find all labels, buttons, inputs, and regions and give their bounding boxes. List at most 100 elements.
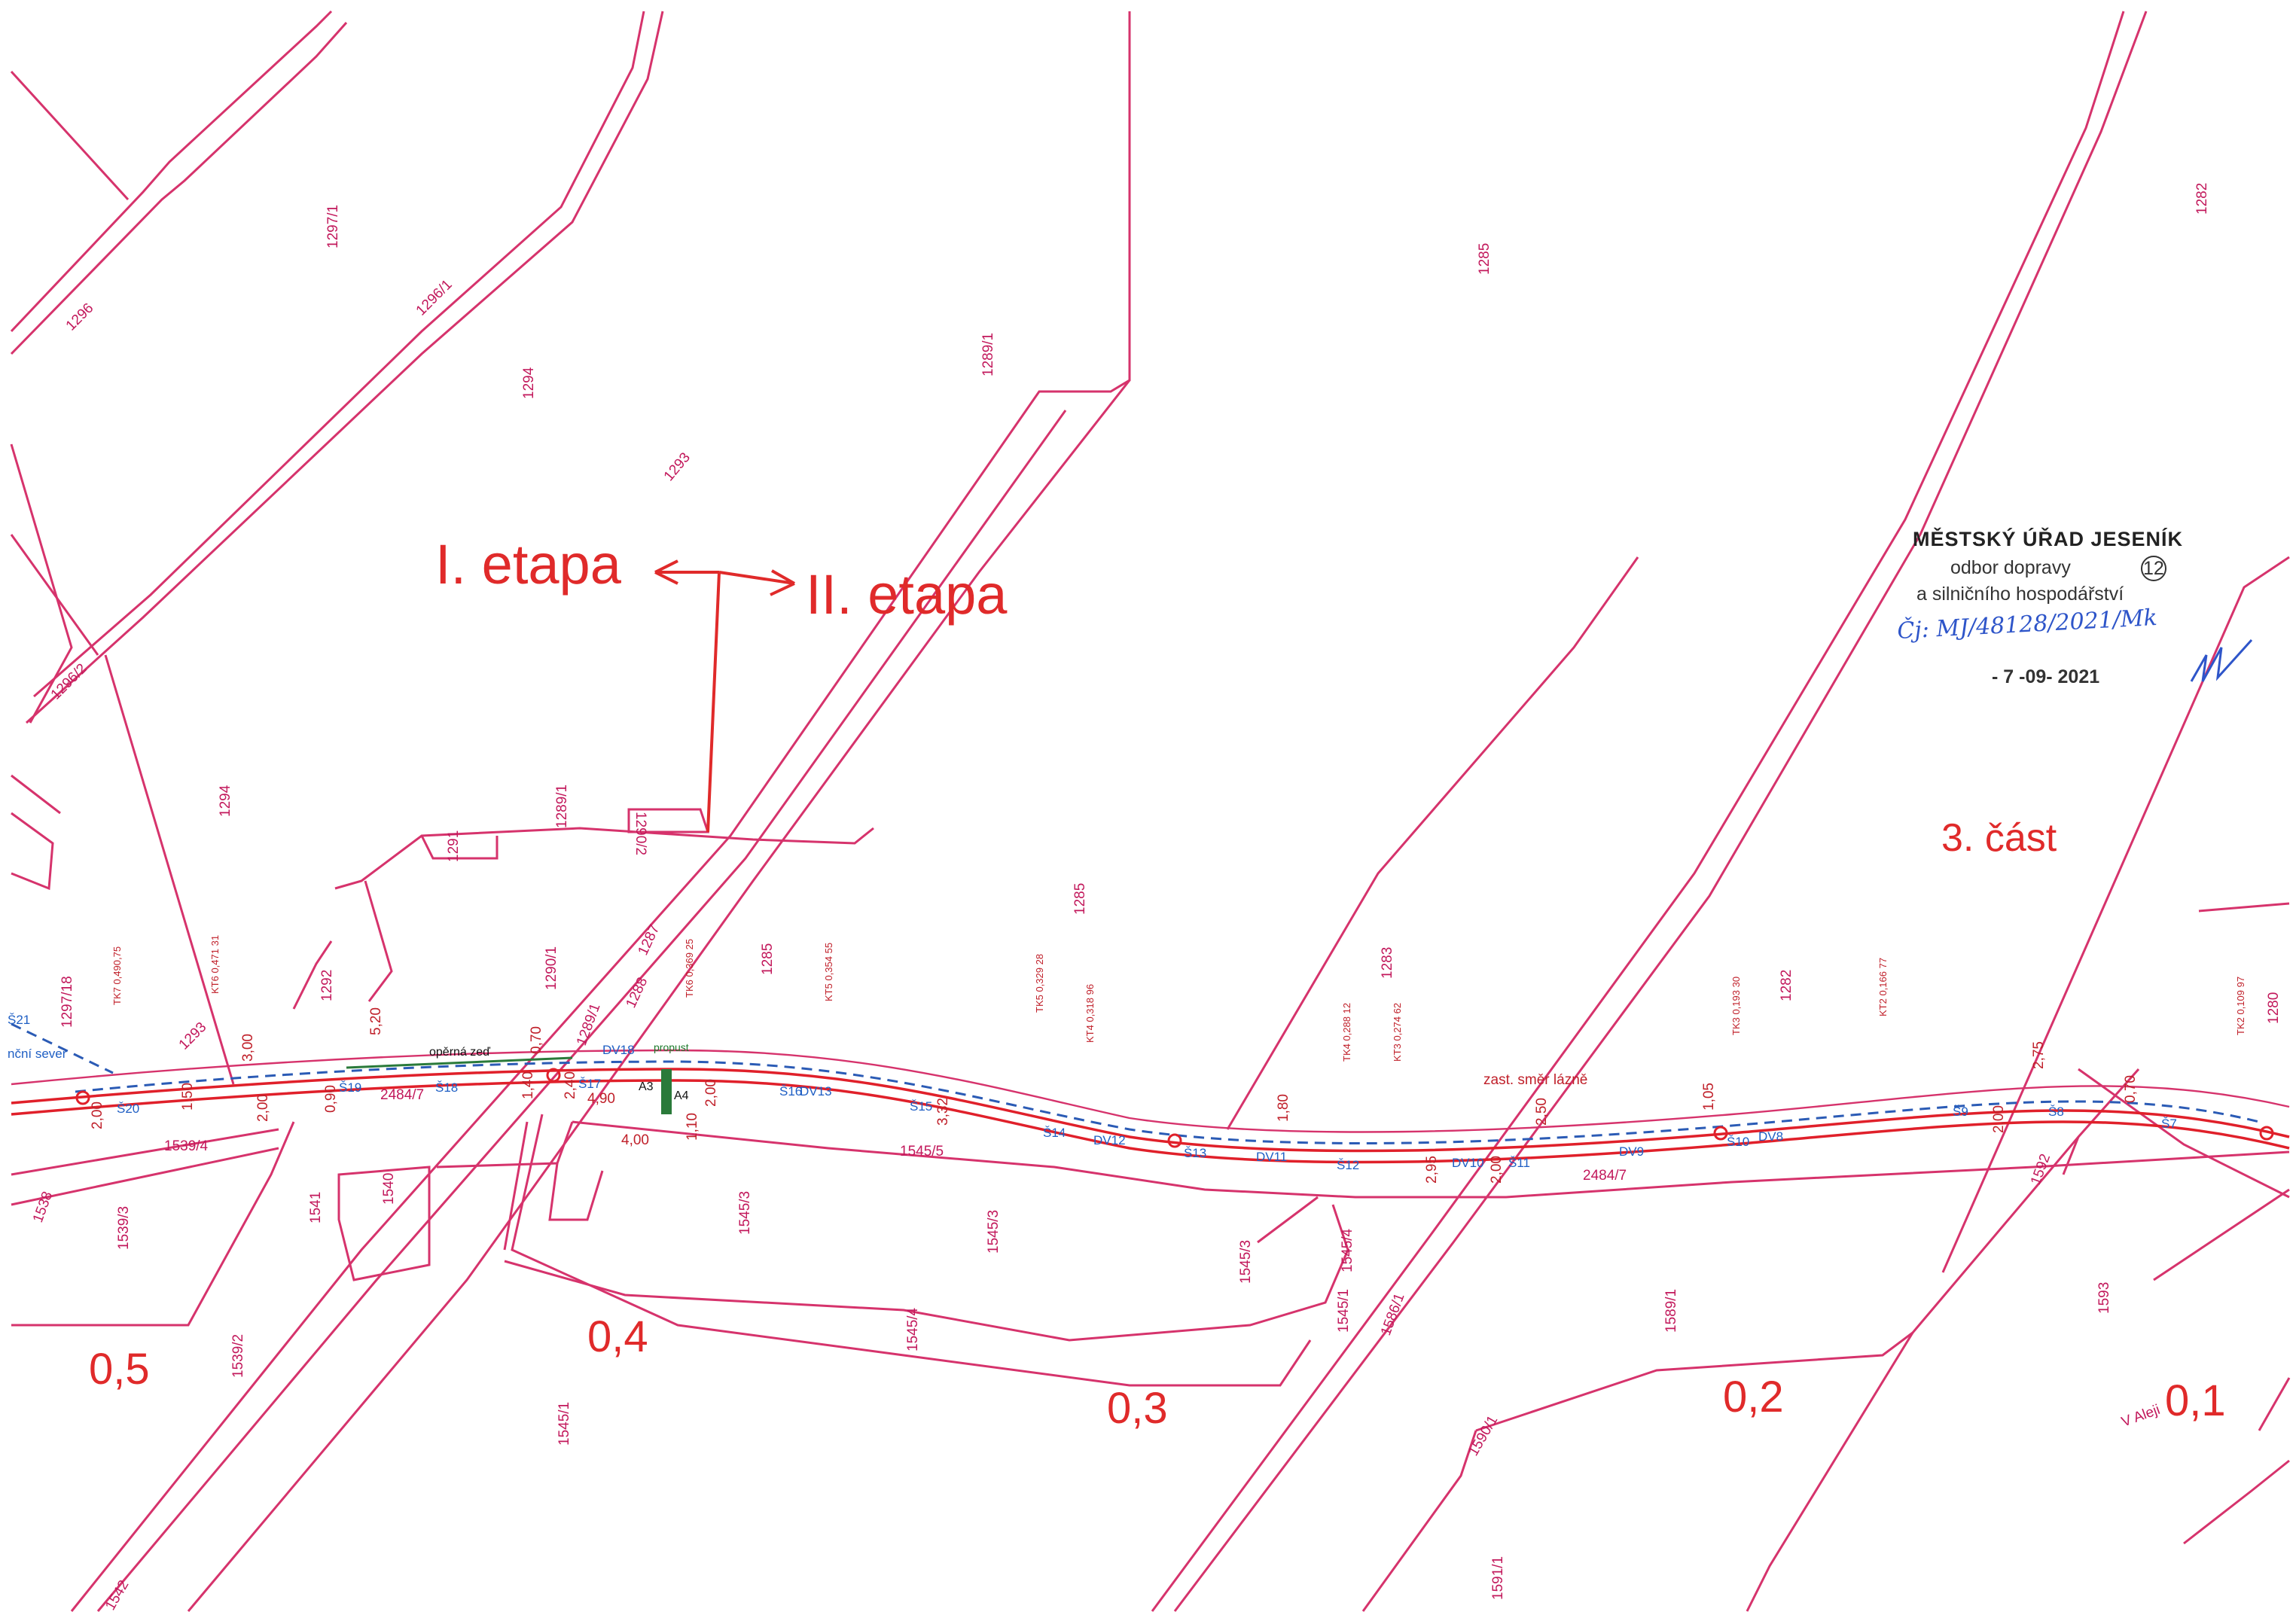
dimension-label: 2,95 (1424, 1156, 1440, 1184)
dimension-label: 4,00 (621, 1132, 649, 1148)
dimension-label: 1,40 (520, 1071, 536, 1099)
phase-arrows (654, 559, 795, 833)
parcel-label: 1297/1 (325, 205, 341, 248)
cross-point-label: TK3 0,193 30 (1730, 977, 1742, 1035)
dimension-label: 1,05 (1701, 1083, 1717, 1111)
dimension-label: 4,90 (587, 1091, 615, 1107)
drain-label: DV13 (800, 1084, 832, 1099)
dimension-label: 0,70 (2123, 1075, 2139, 1103)
dimension-label: 2,75 (2031, 1041, 2047, 1069)
parcel-label: 1542 (102, 1577, 132, 1613)
parcel-label: 1545/3 (986, 1210, 1002, 1254)
drain-labels: DV18 DV13 DV12 DV11 DV10 DV9 DV8 (602, 1043, 1783, 1170)
road-edges (11, 1049, 2290, 1164)
parcel-label: 1293 (661, 449, 694, 484)
parcel-label: 1293 (176, 1019, 210, 1053)
dimension-label: 2,50 (1534, 1098, 1550, 1126)
dimension-label: 2,00 (1489, 1156, 1505, 1184)
shaft-label: Š14 (1043, 1126, 1066, 1140)
stamp-badge: 12 (2143, 558, 2164, 579)
retaining-wall-line (346, 1056, 573, 1069)
parcel-label: 1291 (446, 830, 462, 862)
parcel-label: 1593 (2096, 1282, 2112, 1314)
shaft-label: Š8 (2048, 1105, 2064, 1119)
structure-a4: A4 (674, 1089, 689, 1102)
parcel-label: 1294 (521, 367, 537, 399)
parcel-label: 1590/1 (1465, 1413, 1501, 1459)
drain-label: DV9 (1619, 1144, 1644, 1159)
dimension-label: 0,90 (323, 1085, 339, 1113)
parcel-label: 1296 (63, 300, 97, 334)
dimension-label: 3,00 (240, 1034, 256, 1062)
parcel-label: 1545/1 (556, 1402, 572, 1446)
cross-point-label: TK4 0,288 12 (1341, 1003, 1352, 1062)
shaft-label: Š7 (2161, 1117, 2177, 1131)
parcel-label: 2484/7 (380, 1087, 424, 1103)
chainage-0-5: 0,5 (89, 1345, 150, 1394)
cross-point-label: KT3 0,274 62 (1392, 1003, 1403, 1062)
parcel-label: 1297/18 (59, 976, 75, 1028)
parcel-label: 1545/3 (737, 1191, 753, 1235)
phase-ii-label: II. etapa (806, 563, 1008, 626)
north-direction: nční sever (8, 1047, 67, 1061)
shaft-label: Š11 (1508, 1156, 1530, 1170)
stamp-title: MĚSTSKÝ ÚŘAD JESENÍK (1913, 527, 2183, 550)
manhole-markers (75, 1068, 2274, 1148)
cross-point-label: TK2 0,109 97 (2235, 977, 2246, 1035)
street-name: V Aleji (2120, 1402, 2163, 1431)
parcel-label: 1287 (635, 922, 663, 958)
cross-point-label: TK6 0,369 25 (684, 939, 695, 998)
shaft-label: Š20 (117, 1102, 139, 1116)
dimension-label: 2,00 (255, 1094, 271, 1122)
parcel-label: 1589/1 (1663, 1289, 1679, 1333)
shaft-label: Š16 (779, 1084, 802, 1099)
stamp-line-1: odbor dopravy (1950, 557, 2071, 578)
parcel-label: 2484/7 (1583, 1168, 1627, 1184)
parcel-label: 1294 (218, 785, 233, 817)
culvert-label: propust (654, 1041, 689, 1053)
parcel-label: 1545/4 (905, 1307, 921, 1351)
shaft-label: Š21 (8, 1013, 30, 1027)
dimension-label: 1,80 (1276, 1094, 1291, 1122)
drainage-pipe (75, 1060, 2260, 1144)
parcel-label: 1285 (760, 943, 776, 975)
cross-point-label: KT2 0,166 77 (1877, 958, 1889, 1016)
chainage-0-2: 0,2 (1723, 1373, 1784, 1422)
parcel-label: 1292 (319, 970, 335, 1001)
stamp-ref-number: Čj: MJ/48128/2021/Mk (1897, 604, 2158, 644)
parcel-label: 1282 (2194, 183, 2210, 215)
stamp-date: - 7 -09- 2021 (1992, 666, 2099, 687)
parcel-label: 1285 (1072, 883, 1088, 915)
culvert-marker (661, 1069, 672, 1114)
parcel-label: 1539/4 (164, 1138, 209, 1154)
dimension-labels: 2,00 1,50 3,00 2,00 0,90 5,20 1,40 0,70 … (90, 1007, 2139, 1184)
parcel-label: 1540 (381, 1173, 397, 1205)
retaining-wall-label: opěrná zeď (429, 1046, 490, 1059)
dimension-label: 1,50 (180, 1083, 196, 1111)
parcel-label: 1290/2 (633, 812, 648, 855)
parcel-label: 1539/2 (230, 1334, 246, 1378)
signature (2190, 638, 2253, 682)
dimension-label: 2,00 (1991, 1105, 2007, 1133)
structure-a3: A3 (639, 1080, 654, 1093)
dimension-label: 1,10 (685, 1113, 700, 1141)
chainage-0-3: 0,3 (1107, 1384, 1168, 1433)
shaft-labels: Š21 Š20 Š19 Š18 Š17 Š16 Š15 Š14 Š13 Š12 … (8, 1013, 2177, 1172)
office-stamp: MĚSTSKÝ ÚŘAD JESENÍK odbor dopravy 12 a … (1897, 527, 2253, 687)
shaft-label: Š12 (1337, 1158, 1359, 1172)
cross-point-label: KT4 0,318 96 (1084, 984, 1096, 1043)
phase-i-label: I. etapa (435, 533, 622, 596)
dimension-label: 2,40 (563, 1071, 578, 1099)
shaft-label: Š18 (435, 1080, 458, 1095)
parcel-label: 1282 (1779, 970, 1794, 1001)
parcel-boundaries (10, 10, 2291, 1612)
parcel-label: 1545/3 (1238, 1240, 1254, 1284)
dimension-label: 5,20 (368, 1007, 384, 1035)
shaft-label: Š9 (1953, 1105, 1968, 1119)
drain-label: DV11 (1256, 1150, 1287, 1164)
parcel-label: 1289/1 (554, 785, 570, 828)
stamp-line-2: a silničního hospodářství (1916, 584, 2124, 605)
parcel-label: 1290/1 (544, 946, 560, 990)
parcel-label: 1541 (308, 1192, 324, 1223)
